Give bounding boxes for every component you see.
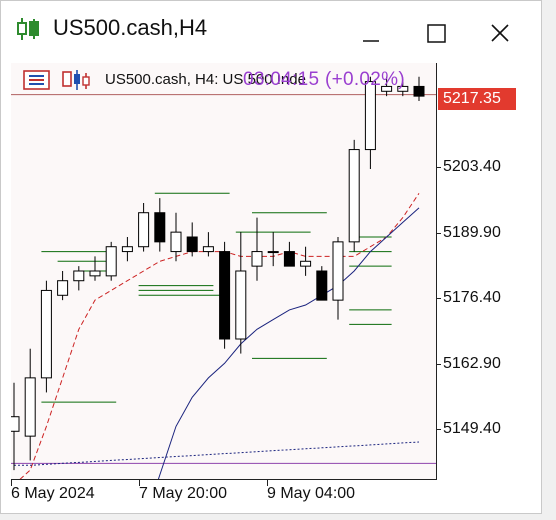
price-tick: [436, 167, 441, 169]
chart-area[interactable]: US500.cash, H4: US 500 Inde 03:04:15 (+0…: [11, 63, 531, 509]
time-tick: [267, 480, 268, 486]
time-tick-label: 6 May 2024: [11, 485, 95, 502]
time-tick-label: 9 May 04:00: [267, 485, 356, 502]
price-tick: [436, 363, 441, 365]
close-button[interactable]: [477, 13, 523, 53]
candle-body: [186, 236, 198, 253]
candle-body: [170, 231, 182, 253]
candle-body: [154, 212, 166, 243]
candle-body: [138, 212, 150, 248]
title-bar[interactable]: US500.cash,H4: [1, 1, 541, 61]
candle-body: [300, 260, 312, 267]
candle-body: [73, 270, 85, 282]
candlestick-icon: [17, 17, 43, 46]
bar-countdown: 03:04:15 (+0.02%): [243, 69, 405, 90]
moving-average-long: [14, 441, 420, 466]
candle-body: [121, 246, 133, 253]
price-tick: [436, 429, 441, 431]
time-tick: [11, 480, 12, 486]
price-tick-label: 5176.40: [443, 289, 501, 307]
candle-body: [267, 251, 279, 254]
candle-body: [219, 251, 231, 340]
maximize-button[interactable]: [413, 13, 459, 53]
moving-average-fast: [19, 193, 420, 479]
candle-body: [316, 270, 328, 301]
price-tick-label: 5203.40: [443, 158, 501, 176]
candle-body: [413, 85, 425, 97]
candle-body: [89, 270, 101, 277]
price-tick-label: 5189.90: [443, 223, 501, 241]
candle-body: [332, 241, 344, 301]
candle-body: [364, 81, 376, 151]
price-tick-label: 5162.90: [443, 354, 501, 372]
candle-body: [348, 149, 360, 243]
candle-body: [397, 85, 409, 92]
chart-window: US500.cash,H4 US500.cash, H4: US 500 Ind…: [0, 0, 542, 514]
candle-body: [57, 280, 69, 296]
time-tick: [139, 480, 140, 486]
candle-body: [40, 289, 52, 379]
window-title: US500.cash,H4: [53, 15, 208, 40]
candle-body: [283, 251, 295, 267]
candle-body: [11, 416, 20, 432]
candle-body: [235, 270, 247, 340]
time-tick-label: 7 May 20:00: [139, 485, 228, 502]
price-tick-label: 5149.40: [443, 420, 501, 438]
candle-body: [24, 377, 36, 437]
current-price-tag: 5217.35: [438, 88, 516, 111]
price-tick: [436, 232, 441, 234]
plot-area[interactable]: US500.cash, H4: US 500 Inde 03:04:15 (+0…: [11, 63, 437, 480]
minimize-button[interactable]: [347, 13, 393, 53]
candle-body: [105, 246, 117, 277]
candle-body: [381, 85, 393, 92]
candle-body: [251, 251, 263, 267]
chart-header-text: US500.cash, H4: US 500 Inde: [105, 71, 306, 88]
price-plot[interactable]: [11, 63, 436, 479]
candle-body: [202, 246, 214, 253]
moving-average-slow: [157, 207, 420, 479]
price-tick: [436, 298, 441, 300]
